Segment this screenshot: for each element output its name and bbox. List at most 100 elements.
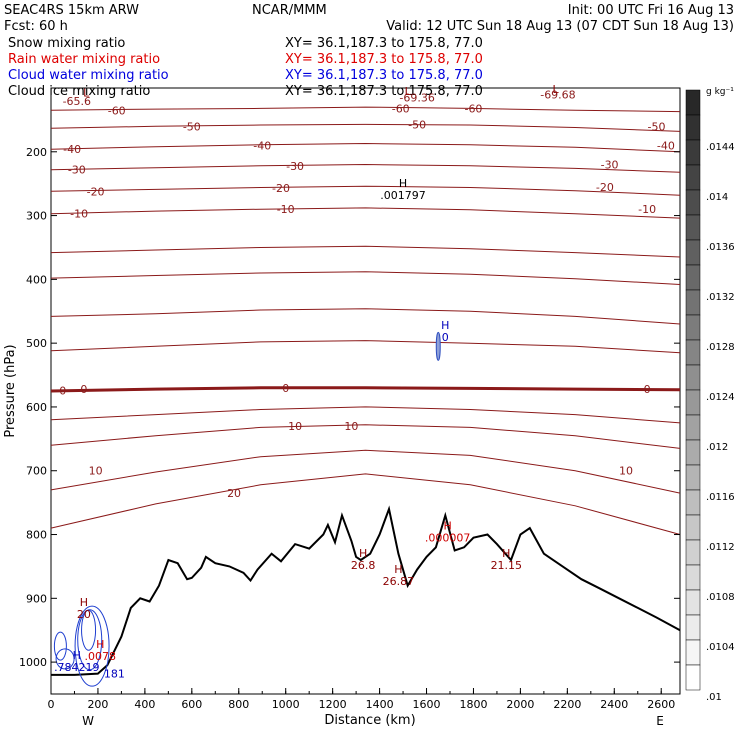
center-title: NCAR/MMM	[252, 3, 327, 18]
colorbar-label: .0144	[706, 142, 735, 153]
contour-label: 10	[288, 420, 302, 433]
legend-field-xy: XY= 36.1,187.3 to 175.8, 77.0	[285, 52, 483, 67]
colorbar-swatch	[685, 314, 701, 341]
extrema-mark: H	[394, 563, 402, 576]
colorbar-swatch	[685, 639, 701, 666]
extrema-value: 21.15	[491, 559, 523, 572]
extrema-value: .001797	[380, 189, 426, 202]
contour-label: 10	[344, 420, 358, 433]
x-tick-label: 1800	[459, 698, 487, 711]
legend-field-xy: XY= 36.1,187.3 to 175.8, 77.0	[285, 68, 483, 83]
extrema-mark: H	[80, 596, 88, 609]
colorbar-swatch	[685, 89, 701, 116]
colorbar-label: .0124	[706, 392, 735, 403]
x-axis: 0 200 400 600 800 1000 1200 1400 1600 1800 2000 220…	[48, 688, 675, 711]
temperature-contour	[50, 340, 681, 354]
extrema-mark: H	[73, 649, 81, 662]
x-tick-label: 1000	[272, 698, 300, 711]
contour-label: -40	[657, 139, 675, 152]
extrema-mark: L	[553, 83, 560, 96]
contour-label: -60	[464, 102, 482, 115]
contour-label: 0	[80, 383, 87, 396]
temperature-contour	[50, 207, 681, 219]
temperature-contour	[50, 406, 681, 424]
colorbar-swatch	[685, 339, 701, 366]
contour-label: 0	[644, 383, 651, 396]
y-tick-label: 200	[26, 146, 47, 159]
colorbar-label: .01	[706, 692, 722, 703]
extrema-value: 181	[104, 667, 125, 680]
cloud-water-contour	[435, 331, 441, 361]
temperature-contour	[50, 424, 681, 449]
legend-field-name: Rain water mixing ratio	[8, 52, 160, 67]
contour-label: -20	[596, 181, 614, 194]
extrema-mark: L	[83, 86, 90, 99]
colorbar-swatch	[685, 614, 701, 641]
extrema-value: 26.8	[351, 559, 376, 572]
extrema-value: 20	[77, 608, 91, 621]
contour-labels: -65.6 -69.36 -69.68 -60 -60 -60 -50 -50 -50 -40 -4…	[59, 88, 675, 500]
plot-frame	[50, 87, 681, 695]
colorbar-swatch	[685, 114, 701, 141]
extrema-value: 0	[442, 331, 449, 344]
colorbar-swatch	[685, 139, 701, 166]
contour-label: -40	[63, 143, 81, 156]
extrema-value: .000007	[425, 531, 471, 544]
x-tick-label: 1400	[366, 698, 394, 711]
y-tick-label: 300	[26, 210, 47, 223]
x-tick-label: 400	[134, 698, 155, 711]
x-tick-label: 0	[48, 698, 55, 711]
colorbar: .0144 .014 .0136 .0132 .0128 .0124 .012 .0116 .0…	[685, 89, 735, 703]
colorbar-swatch	[685, 264, 701, 291]
east-label: E	[656, 714, 664, 728]
temperature-contour	[50, 185, 681, 196]
y-tick-label: 400	[26, 273, 47, 286]
temperature-contour	[50, 142, 681, 153]
colorbar-swatch	[685, 389, 701, 416]
colorbar-swatch	[685, 289, 701, 316]
colorbar-swatch	[685, 189, 701, 216]
init-time: Init: 00 UTC Fri 16 Aug 13	[568, 3, 734, 18]
west-label: W	[82, 714, 94, 728]
x-tick-label: 2600	[647, 698, 675, 711]
contour-label: -10	[277, 203, 295, 216]
extrema-mark: H	[444, 519, 452, 532]
model-title: SEAC4RS 15km ARW	[4, 3, 139, 18]
colorbar-swatch	[685, 164, 701, 191]
x-tick-label: 200	[87, 698, 108, 711]
extrema-mark: H	[441, 319, 449, 332]
colorbar-swatch	[685, 439, 701, 466]
colorbar-swatch	[685, 464, 701, 491]
extrema-mark: L	[405, 85, 412, 98]
contour-label: -20	[272, 182, 290, 195]
cloud-water-contour	[53, 631, 67, 661]
colorbar-swatch	[685, 364, 701, 391]
contour-label: 0	[59, 384, 66, 397]
y-axis-label: Pressure (hPa)	[3, 344, 18, 437]
temperature-contour	[50, 123, 681, 132]
temperature-contour	[50, 449, 681, 494]
x-tick-label: 2400	[600, 698, 628, 711]
colorbar-label: .0132	[706, 292, 735, 303]
legend-field-name: Cloud water mixing ratio	[8, 68, 169, 83]
colorbar-unit: g kg⁻¹	[706, 87, 734, 97]
y-tick-label: 700	[26, 465, 47, 478]
extrema-mark: H	[359, 547, 367, 560]
contour-label: 0	[282, 382, 289, 395]
contour-label: 20	[227, 487, 241, 500]
colorbar-swatch	[685, 239, 701, 266]
y-tick-label: 600	[26, 401, 47, 414]
extrema-mark: H	[399, 177, 407, 190]
colorbar-label: .0112	[706, 542, 735, 553]
contour-label: -50	[648, 120, 666, 133]
colorbar-label: .0104	[706, 642, 735, 653]
x-axis-label: Distance (km)	[324, 713, 415, 728]
legend-field-xy: XY= 36.1,187.3 to 175.8, 77.0	[285, 36, 483, 51]
x-tick-label: 2200	[553, 698, 581, 711]
contour-label: -30	[601, 159, 619, 172]
valid-time: Valid: 12 UTC Sun 18 Aug 13 (07 CDT Sun …	[386, 19, 734, 34]
contour-label: -65.6	[63, 95, 91, 108]
contour-label: -10	[70, 208, 88, 221]
